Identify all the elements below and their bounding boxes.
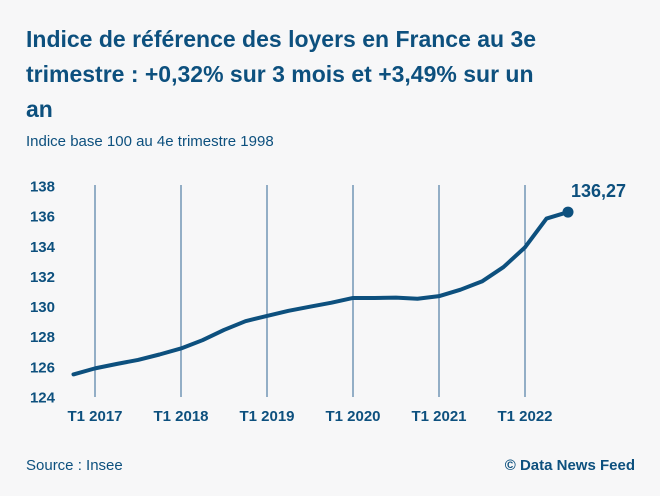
copyright-text: © Data News Feed xyxy=(504,457,635,474)
x-tick-label: T1 2017 xyxy=(67,408,122,425)
y-tick-label: 138 xyxy=(30,179,55,196)
end-point-marker xyxy=(562,206,574,218)
source-text: Source : Insee xyxy=(26,457,123,474)
x-tick-label: T1 2020 xyxy=(325,408,380,425)
chart-title: Indice de référence des loyers en France… xyxy=(26,0,636,127)
x-tick-label: T1 2021 xyxy=(411,408,466,425)
chart-title-line: Indice de référence des loyers en France… xyxy=(26,26,537,52)
irl-line xyxy=(71,210,570,377)
y-tick-label: 124 xyxy=(30,390,56,407)
chart-title-line: an xyxy=(26,96,53,122)
y-tick-label: 132 xyxy=(30,269,55,286)
footer: Source : Insee © Data News Feed xyxy=(26,456,635,475)
x-tick-label: T1 2018 xyxy=(153,408,208,425)
line-chart: 138 136 134 132 130 128 126 124 T1 2017 T1 2018 T1… xyxy=(30,179,626,426)
y-tick-label: 128 xyxy=(30,329,55,346)
y-tick-label: 134 xyxy=(30,239,56,256)
infographic-card: Indice de référence des loyers en France… xyxy=(26,0,636,475)
chart-title-line: trimestre : +0,32% sur 3 mois et +3,49% … xyxy=(26,61,534,87)
end-value-label: 136,27 xyxy=(571,181,626,201)
y-tick-label: 136 xyxy=(30,209,55,226)
y-tick-label: 130 xyxy=(30,299,55,316)
chart-subtitle: Indice base 100 au 4e trimestre 1998 xyxy=(26,133,274,150)
y-tick-label: 126 xyxy=(30,359,55,376)
x-tick-label: T1 2022 xyxy=(497,408,552,425)
x-tick-label: T1 2019 xyxy=(239,408,294,425)
